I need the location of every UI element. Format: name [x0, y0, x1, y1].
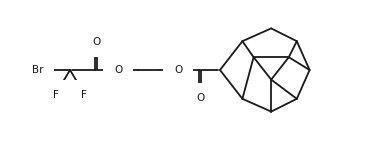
Text: Br: Br	[32, 65, 44, 75]
Text: F: F	[53, 90, 59, 100]
Text: F: F	[81, 90, 87, 100]
Text: O: O	[174, 65, 182, 75]
Text: O: O	[196, 93, 204, 103]
Text: O: O	[114, 65, 122, 75]
Text: O: O	[92, 37, 100, 47]
